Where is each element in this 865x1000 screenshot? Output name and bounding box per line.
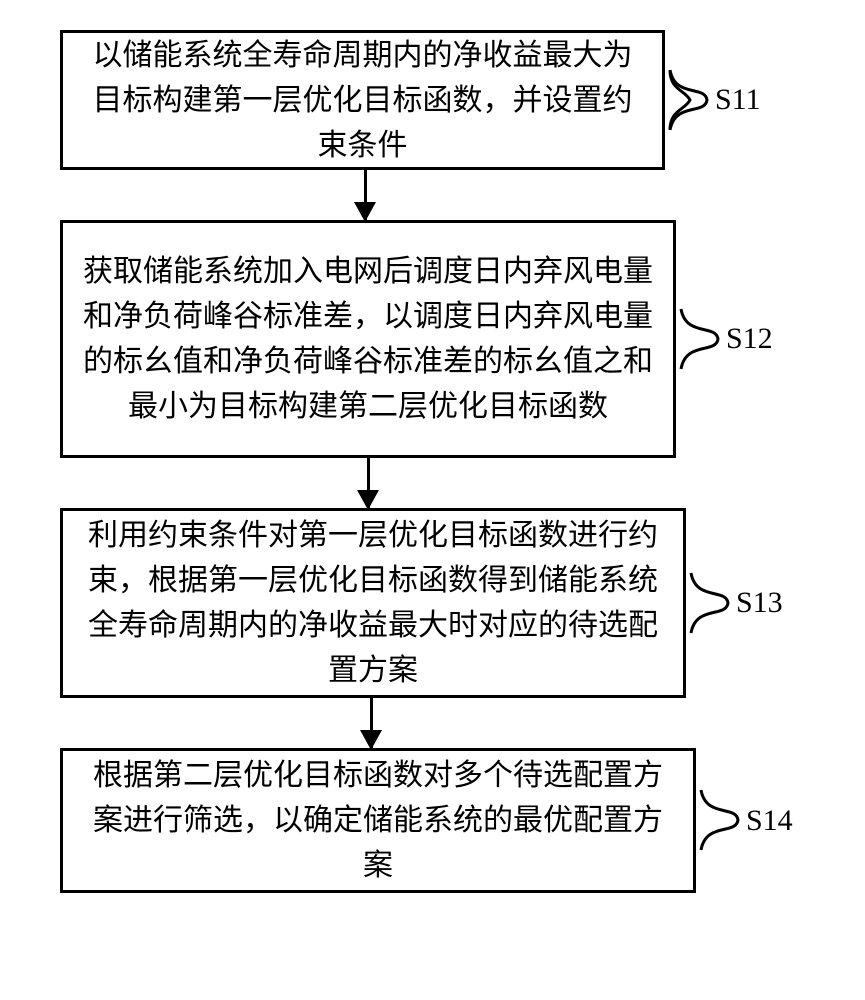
step-text-1: 以储能系统全寿命周期内的净收益最大为目标构建第一层优化目标函数，并设置约束条件 xyxy=(83,33,642,168)
arrow-container-2 xyxy=(60,458,676,508)
arrow-container-1 xyxy=(60,170,665,220)
step-row-1: 以储能系统全寿命周期内的净收益最大为目标构建第一层优化目标函数，并设置约束条件 … xyxy=(60,30,830,170)
step-text-2: 获取储能系统加入电网后调度日内弃风电量和净负荷峰谷标准差，以调度日内弃风电量的标… xyxy=(83,249,653,429)
step-row-3: 利用约束条件对第一层优化目标函数进行约束，根据第一层优化目标函数得到储能系统全寿… xyxy=(60,508,830,698)
step-text-3: 利用约束条件对第一层优化目标函数进行约束，根据第一层优化目标函数得到储能系统全寿… xyxy=(83,513,663,693)
bracket-4 xyxy=(696,748,746,893)
step-box-4: 根据第二层优化目标函数对多个待选配置方案进行筛选，以确定储能系统的最优配置方案 xyxy=(60,748,696,893)
arrow-container-3 xyxy=(60,698,686,748)
step-label-1: S11 xyxy=(715,83,761,117)
bracket-2 xyxy=(676,220,726,458)
step-text-4: 根据第二层优化目标函数对多个待选配置方案进行筛选，以确定储能系统的最优配置方案 xyxy=(83,753,673,888)
step-label-4: S14 xyxy=(746,804,793,838)
bracket-1 xyxy=(665,30,715,170)
step-box-1: 以储能系统全寿命周期内的净收益最大为目标构建第一层优化目标函数，并设置约束条件 xyxy=(60,30,665,170)
arrow-1 xyxy=(364,170,367,220)
step-label-2: S12 xyxy=(726,322,773,356)
step-row-4: 根据第二层优化目标函数对多个待选配置方案进行筛选，以确定储能系统的最优配置方案 … xyxy=(60,748,830,893)
step-row-2: 获取储能系统加入电网后调度日内弃风电量和净负荷峰谷标准差，以调度日内弃风电量的标… xyxy=(60,220,830,458)
step-box-3: 利用约束条件对第一层优化目标函数进行约束，根据第一层优化目标函数得到储能系统全寿… xyxy=(60,508,686,698)
flowchart-container: 以储能系统全寿命周期内的净收益最大为目标构建第一层优化目标函数，并设置约束条件 … xyxy=(60,30,830,893)
step-label-3: S13 xyxy=(736,586,783,620)
step-box-2: 获取储能系统加入电网后调度日内弃风电量和净负荷峰谷标准差，以调度日内弃风电量的标… xyxy=(60,220,676,458)
arrow-3 xyxy=(370,698,373,748)
bracket-3 xyxy=(686,508,736,698)
arrow-2 xyxy=(367,458,370,508)
